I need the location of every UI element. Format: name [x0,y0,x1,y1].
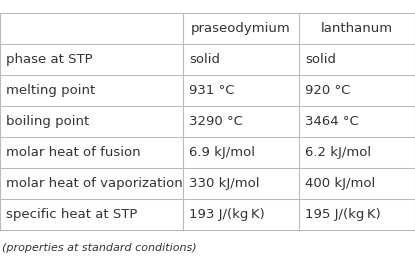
Text: 920 °C: 920 °C [305,84,350,97]
Text: 931 °C: 931 °C [189,84,234,97]
Text: solid: solid [189,53,220,66]
Text: lanthanum: lanthanum [321,22,393,35]
Text: (properties at standard conditions): (properties at standard conditions) [2,243,197,253]
Text: praseodymium: praseodymium [191,22,290,35]
Text: 193 J/(kg K): 193 J/(kg K) [189,208,265,221]
Text: boiling point: boiling point [6,115,90,128]
Text: 400 kJ/mol: 400 kJ/mol [305,177,375,190]
Text: 330 kJ/mol: 330 kJ/mol [189,177,259,190]
Text: 6.2 kJ/mol: 6.2 kJ/mol [305,146,371,159]
Text: 195 J/(kg K): 195 J/(kg K) [305,208,381,221]
Text: specific heat at STP: specific heat at STP [6,208,138,221]
Text: melting point: melting point [6,84,95,97]
Text: phase at STP: phase at STP [6,53,93,66]
Text: 3290 °C: 3290 °C [189,115,243,128]
Text: molar heat of vaporization: molar heat of vaporization [6,177,183,190]
Text: 3464 °C: 3464 °C [305,115,359,128]
Text: molar heat of fusion: molar heat of fusion [6,146,141,159]
Text: solid: solid [305,53,336,66]
Text: 6.9 kJ/mol: 6.9 kJ/mol [189,146,255,159]
